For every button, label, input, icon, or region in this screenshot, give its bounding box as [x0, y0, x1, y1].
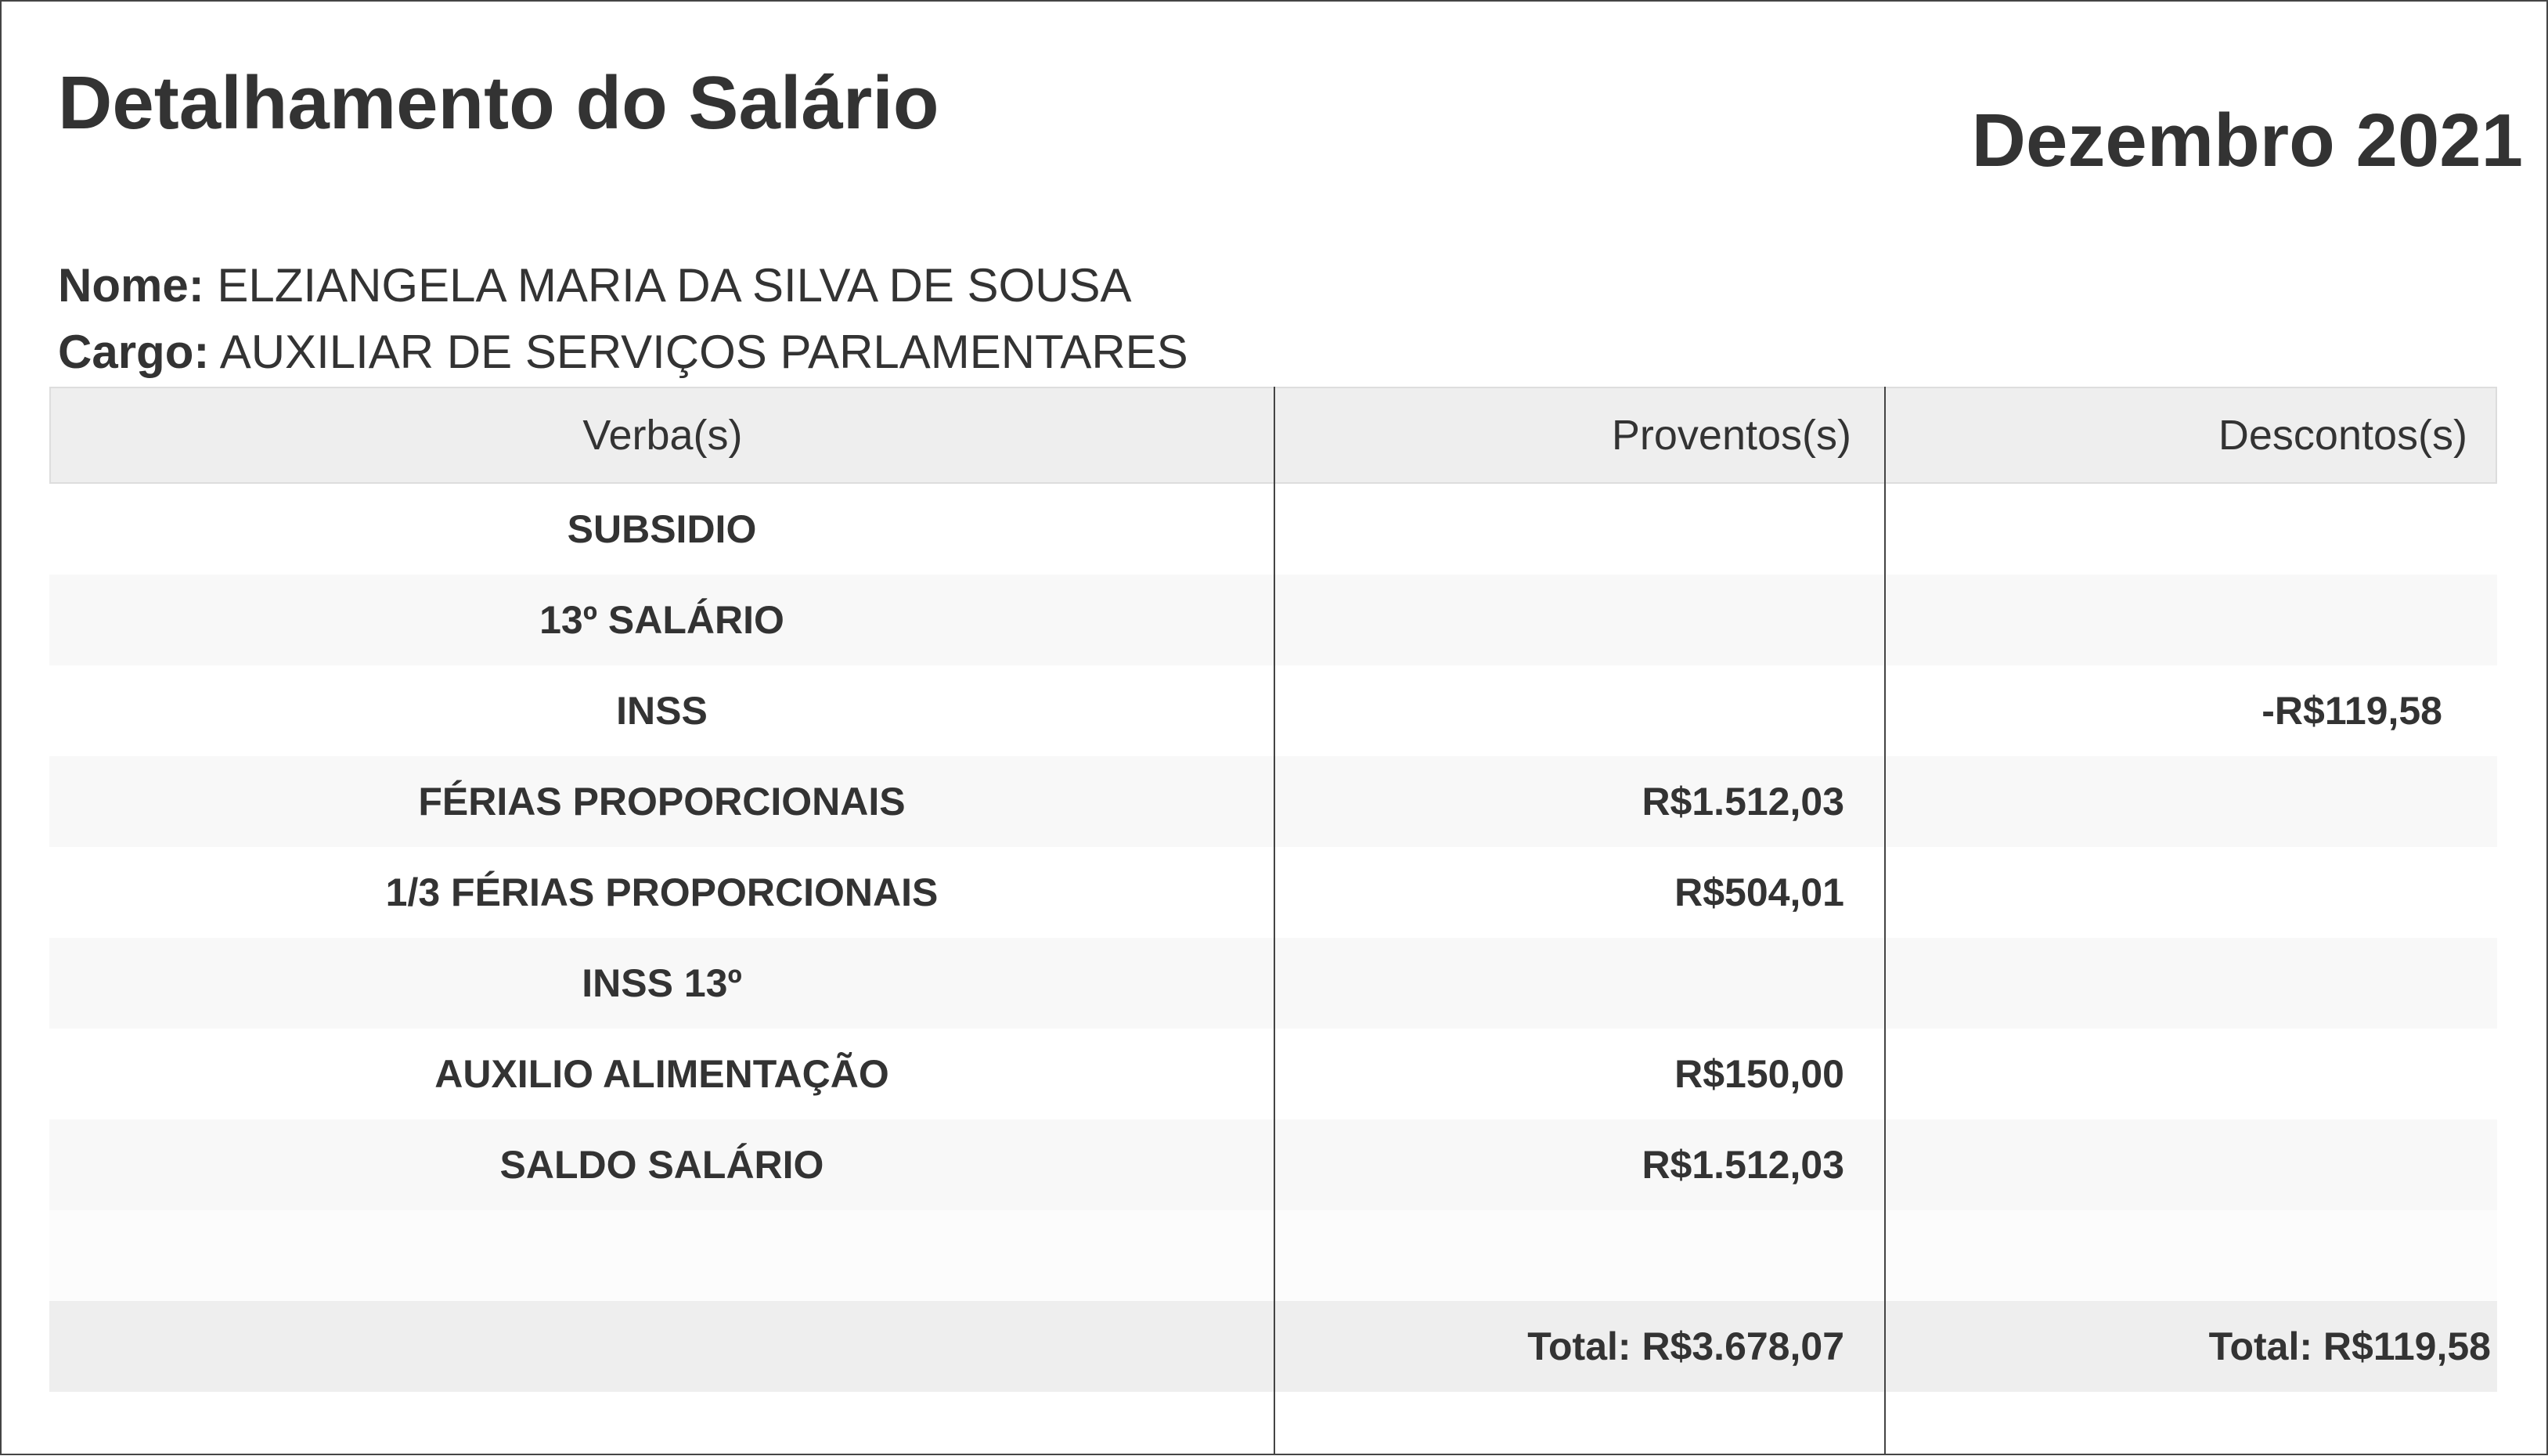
table-row: SALDO SALÁRIO R$1.512,03: [49, 1119, 2497, 1210]
table-row: SUBSIDIO: [49, 484, 2497, 575]
proventos-cell: [1274, 1210, 1885, 1301]
verba-cell: INSS: [616, 689, 708, 733]
descontos-cell: [1885, 1119, 2497, 1210]
proventos-cell: R$1.512,03: [1642, 1143, 1844, 1187]
header-proventos: Proventos(s): [1611, 412, 1851, 459]
verba-cell: FÉRIAS PROPORCIONAIS: [418, 780, 906, 824]
name-value: ELZIANGELA MARIA DA SILVA DE SOUSA: [217, 259, 1132, 312]
table-row: 1/3 FÉRIAS PROPORCIONAIS R$504,01: [49, 847, 2497, 938]
proventos-cell: R$504,01: [1674, 870, 1844, 914]
column-divider: [1274, 387, 1275, 1454]
table-row: INSS 13º: [49, 938, 2497, 1029]
descontos-cell: -R$119,58: [2261, 689, 2442, 733]
descontos-cell: [1885, 756, 2497, 847]
verba-cell: 13º SALÁRIO: [539, 598, 784, 642]
table-row: INSS -R$119,58: [49, 665, 2497, 756]
proventos-cell: [1274, 665, 1885, 756]
totals-row: Total: R$3.678,07 Total: R$119,58: [49, 1301, 2497, 1392]
table-row: 13º SALÁRIO: [49, 575, 2497, 665]
header-verbas: Verba(s): [582, 412, 743, 459]
descontos-cell: [1885, 1029, 2497, 1119]
role-value: AUXILIAR DE SERVIÇOS PARLAMENTARES: [219, 326, 1188, 378]
period-label: Dezembro 2021: [1971, 99, 2523, 182]
total-proventos: Total: R$3.678,07: [1527, 1324, 1844, 1368]
name-label: Nome:: [58, 259, 204, 312]
header-descontos: Descontos(s): [2218, 412, 2467, 459]
descontos-cell: [1885, 1210, 2497, 1301]
page-title: Detalhamento do Salário: [58, 61, 939, 145]
column-divider: [1884, 387, 1886, 1454]
descontos-cell: [1885, 938, 2497, 1029]
verba-cell: SUBSIDIO: [567, 507, 757, 551]
totals-label: [49, 1301, 1274, 1392]
verba-cell: AUXILIO ALIMENTAÇÃO: [434, 1052, 889, 1096]
verba-cell: 1/3 FÉRIAS PROPORCIONAIS: [385, 870, 939, 914]
role-label: Cargo:: [58, 326, 210, 378]
salary-table: Verba(s) Proventos(s) Descontos(s) SUBSI…: [49, 387, 2497, 1392]
table-row: [49, 1210, 2497, 1301]
descontos-cell: [1885, 484, 2497, 575]
table-row: AUXILIO ALIMENTAÇÃO R$150,00: [49, 1029, 2497, 1119]
proventos-cell: R$150,00: [1674, 1052, 1844, 1096]
employee-role: Cargo: AUXILIAR DE SERVIÇOS PARLAMENTARE…: [58, 329, 1188, 376]
employee-name: Nome: ELZIANGELA MARIA DA SILVA DE SOUSA: [58, 262, 1132, 309]
total-descontos: Total: R$119,58: [2208, 1324, 2491, 1368]
verba-cell: SALDO SALÁRIO: [499, 1143, 824, 1187]
table-header: Verba(s) Proventos(s) Descontos(s): [49, 387, 2497, 484]
proventos-cell: R$1.512,03: [1642, 780, 1844, 824]
proventos-cell: [1274, 575, 1885, 665]
verba-cell: INSS 13º: [582, 961, 742, 1005]
proventos-cell: [1274, 484, 1885, 575]
proventos-cell: [1274, 938, 1885, 1029]
descontos-cell: [1885, 847, 2497, 938]
descontos-cell: [1885, 575, 2497, 665]
verba-cell: [49, 1210, 1274, 1301]
table-row: FÉRIAS PROPORCIONAIS R$1.512,03: [49, 756, 2497, 847]
